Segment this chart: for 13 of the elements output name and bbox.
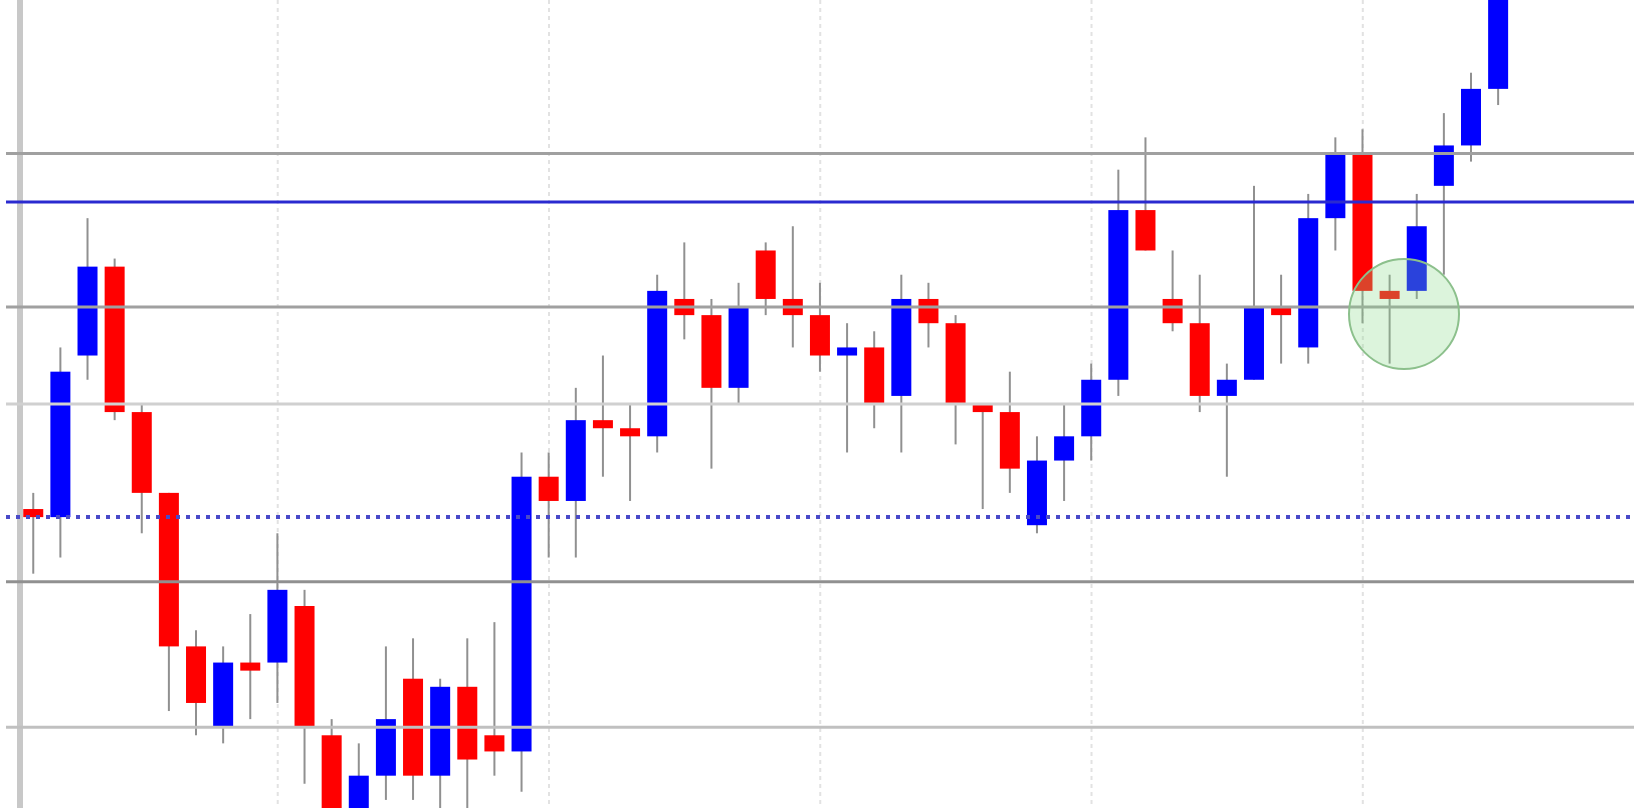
candlestick <box>809 281 830 373</box>
candlestick <box>348 742 369 808</box>
candlestick <box>1433 112 1454 276</box>
candlestick <box>538 451 559 559</box>
candlestick <box>1379 273 1400 365</box>
candlestick <box>1216 362 1237 478</box>
candlestick <box>240 613 261 721</box>
candlestick <box>484 621 505 777</box>
candlestick <box>592 354 613 478</box>
candlestick <box>620 403 641 502</box>
candlestick <box>1054 403 1075 502</box>
candlestick <box>1135 136 1156 252</box>
candlestick <box>837 322 858 454</box>
